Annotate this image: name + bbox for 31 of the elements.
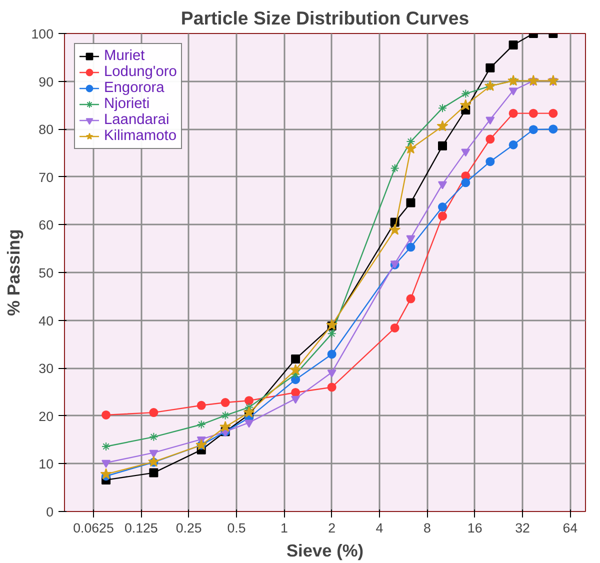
x-tick-label: 64 [562,520,578,536]
chart-title: Particle Size Distribution Curves [180,8,470,28]
legend-label: Kilimamoto [104,128,176,144]
x-tick-label: 0.0625 [73,520,114,536]
x-tick-label: 16 [467,520,482,536]
y-tick-label: 80 [38,122,54,138]
x-tick-label: 0.125 [124,520,158,536]
y-tick-label: 70 [38,170,54,185]
y-axis-title: % Passing [3,229,24,316]
legend-label: Lodung'oro [104,64,177,80]
y-tick-label: 60 [38,218,54,233]
x-tick-label: 0.25 [176,520,202,536]
y-tick-label: 90 [38,74,54,90]
y-tick-label: 50 [38,266,54,280]
x-tick-label: 2 [328,520,336,536]
x-tick-label: 32 [515,520,530,536]
y-tick-label: 100 [31,26,54,42]
x-tick-label: 0.5 [227,520,246,536]
legend-label: Njorieti [104,96,150,112]
x-axis-title: Sieve (%) [286,540,364,560]
y-tick-label: 40 [38,313,54,328]
x-tick-label: 1 [280,520,288,536]
legend-label: Engorora [104,80,164,96]
y-tick-label: 0 [46,504,54,520]
legend-label: Laandarai [104,112,170,128]
y-tick-label: 30 [38,361,54,376]
y-tick-label: 20 [38,408,54,424]
y-tick-label: 10 [38,456,54,472]
x-tick-label: 4 [376,520,384,536]
x-tick-label: 8 [423,520,431,536]
legend-label: Muriet [104,48,145,64]
